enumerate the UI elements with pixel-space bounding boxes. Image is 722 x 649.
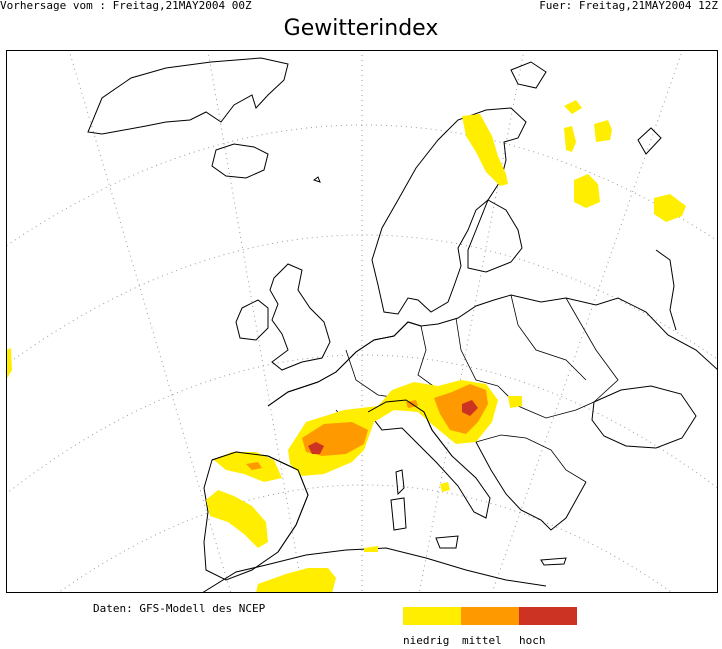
legend-label-medium: mittel — [462, 634, 502, 647]
index-low-area-russia-3 — [594, 120, 612, 142]
index-medium-area-iberia — [246, 462, 262, 470]
north-africa-coast — [201, 547, 547, 593]
map-frame — [6, 50, 718, 593]
ural-coast — [655, 249, 677, 331]
novaya-zemlya-coast — [637, 127, 662, 155]
index-low-area-russia-4 — [574, 174, 600, 208]
sicily-coast — [435, 535, 459, 549]
legend-label-low: niedrig — [403, 634, 450, 647]
index-high-area-austria — [462, 400, 478, 416]
corsica-coast — [395, 469, 405, 496]
scandinavia-coast — [371, 107, 527, 315]
faroe-coast — [312, 176, 321, 183]
index-high-area-france — [308, 442, 324, 454]
index-low-area-med — [364, 546, 378, 552]
index-low-area-hungary — [508, 396, 522, 408]
index-low-area-russia-1 — [564, 100, 582, 114]
finland-coast — [467, 199, 523, 273]
legend-label-high: hoch — [519, 634, 546, 647]
thunderstorm-index-field — [6, 100, 686, 593]
index-low-area-russia-5 — [654, 194, 686, 222]
index-medium-area-austria — [434, 384, 488, 434]
coastlines-over — [211, 321, 453, 553]
legend-swatch-low — [403, 607, 461, 625]
valid-time-label: Fuer: Freitag,21MAY2004 12Z — [539, 0, 718, 12]
index-low-area-spain-south — [256, 568, 336, 593]
mainland-europe-coast — [267, 294, 718, 407]
data-source-label: Daten: GFS-Modell des NCEP — [93, 602, 266, 615]
svalbard-coast — [510, 61, 547, 89]
index-low-area-finland — [462, 114, 508, 186]
index-low-area-russia-2 — [564, 126, 576, 152]
britain-coast — [269, 263, 331, 371]
crete-coast — [540, 557, 567, 566]
europe-map — [6, 50, 718, 593]
iceland-coast — [211, 143, 269, 179]
index-low-area-iberia-north — [214, 452, 282, 482]
index-low-area-iberia-west — [206, 490, 268, 548]
coastlines — [87, 57, 718, 593]
map-title: Gewitterindex — [283, 16, 439, 41]
index-low-area-atlantic — [6, 348, 12, 380]
index-low-area-italy — [440, 482, 450, 492]
legend-swatch-high — [519, 607, 577, 625]
greenland-coast — [87, 57, 289, 135]
black-sea-coast — [591, 385, 697, 449]
sardinia-coast — [390, 497, 407, 531]
ireland-coast — [235, 299, 269, 341]
legend-swatch-medium — [461, 607, 519, 625]
forecast-run-label: Vorhersage vom : Freitag,21MAY2004 00Z — [0, 0, 252, 12]
